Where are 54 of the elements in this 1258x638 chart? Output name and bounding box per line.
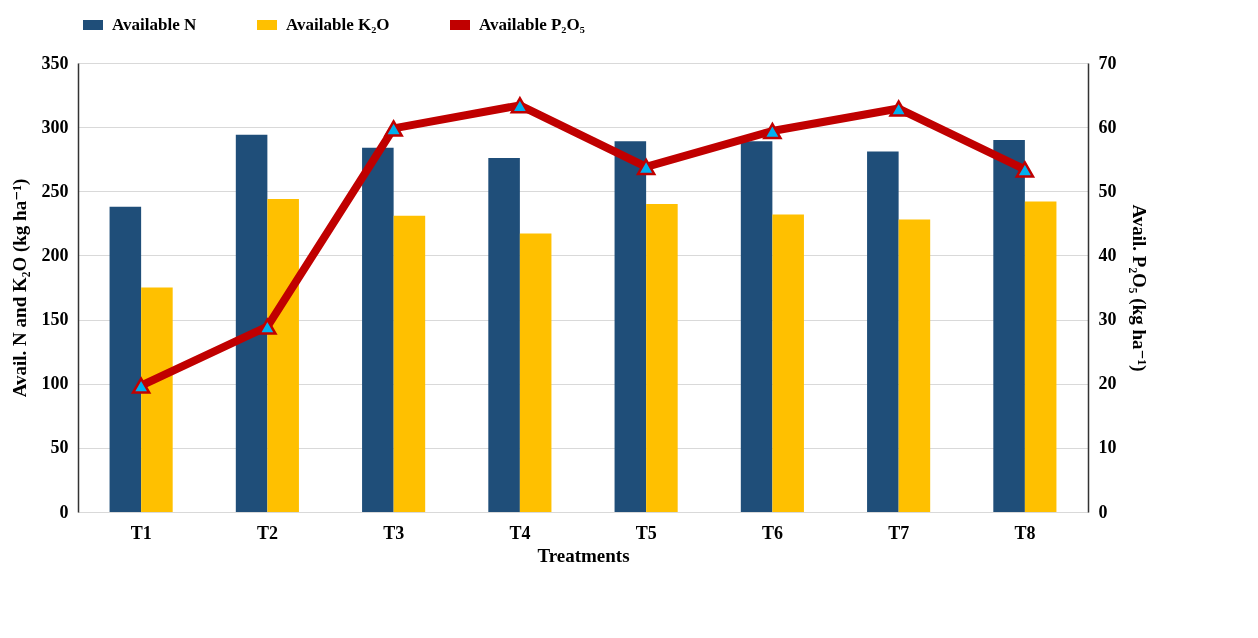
y-tick-label: 250 bbox=[41, 180, 69, 201]
y2-axis-title: Avail. P₂O₅ (kg ha⁻¹) bbox=[1127, 204, 1150, 372]
x-tick-label: T3 bbox=[383, 522, 405, 543]
x-tick-label: T2 bbox=[256, 522, 278, 543]
y-tick-label: 150 bbox=[41, 309, 69, 330]
point bbox=[636, 158, 656, 176]
y-axis-title: Avail. N and K₂O (kg ha⁻¹) bbox=[8, 178, 31, 398]
bar bbox=[141, 287, 173, 512]
y-tick-label: 350 bbox=[41, 52, 69, 73]
x-tick-label: T1 bbox=[130, 522, 152, 543]
x-tick-label: T5 bbox=[635, 522, 657, 543]
bar bbox=[488, 157, 520, 512]
y-tick-label: 0 bbox=[59, 501, 69, 522]
y2-tick-label: 50 bbox=[1098, 180, 1117, 201]
bar bbox=[772, 214, 804, 512]
x-tick-label: T8 bbox=[1014, 522, 1036, 543]
legend-label: Available K₂O bbox=[286, 15, 390, 34]
y2-tick-label: 60 bbox=[1098, 116, 1117, 137]
bar bbox=[519, 233, 552, 512]
point bbox=[258, 318, 277, 335]
bar bbox=[362, 147, 394, 512]
point bbox=[131, 377, 151, 394]
x-tick-label: T6 bbox=[761, 522, 783, 543]
y-tick-label: 50 bbox=[50, 437, 69, 458]
point bbox=[384, 120, 403, 137]
y2-tick-label: 30 bbox=[1098, 309, 1117, 330]
legend-label: Available P₂O₅ bbox=[479, 15, 585, 34]
y2-tick-label: 40 bbox=[1098, 244, 1117, 265]
bar bbox=[235, 134, 268, 512]
legend-label: Available N bbox=[112, 15, 197, 34]
point bbox=[763, 122, 782, 140]
bar bbox=[740, 141, 773, 512]
bar bbox=[267, 198, 299, 512]
point bbox=[510, 97, 530, 114]
y-tick-label: 300 bbox=[41, 116, 69, 137]
y-tick-label: 100 bbox=[41, 373, 69, 394]
y-tick-label: 200 bbox=[41, 244, 69, 265]
y2-tick-label: 20 bbox=[1098, 373, 1117, 394]
bar bbox=[867, 151, 899, 512]
bar bbox=[898, 219, 931, 512]
bar bbox=[614, 141, 647, 512]
bar bbox=[109, 206, 142, 512]
x-tick-label: T4 bbox=[509, 522, 531, 543]
bar bbox=[393, 215, 426, 512]
point bbox=[889, 100, 908, 117]
x-axis-title: Treatments bbox=[537, 544, 630, 566]
bar bbox=[1024, 201, 1057, 512]
y2-tick-label: 0 bbox=[1098, 501, 1108, 522]
point bbox=[1015, 161, 1035, 178]
x-tick-label: T7 bbox=[888, 522, 910, 543]
y2-tick-label: 70 bbox=[1098, 52, 1117, 73]
bar bbox=[646, 204, 678, 512]
y2-tick-label: 10 bbox=[1098, 437, 1117, 458]
bar bbox=[993, 139, 1025, 512]
